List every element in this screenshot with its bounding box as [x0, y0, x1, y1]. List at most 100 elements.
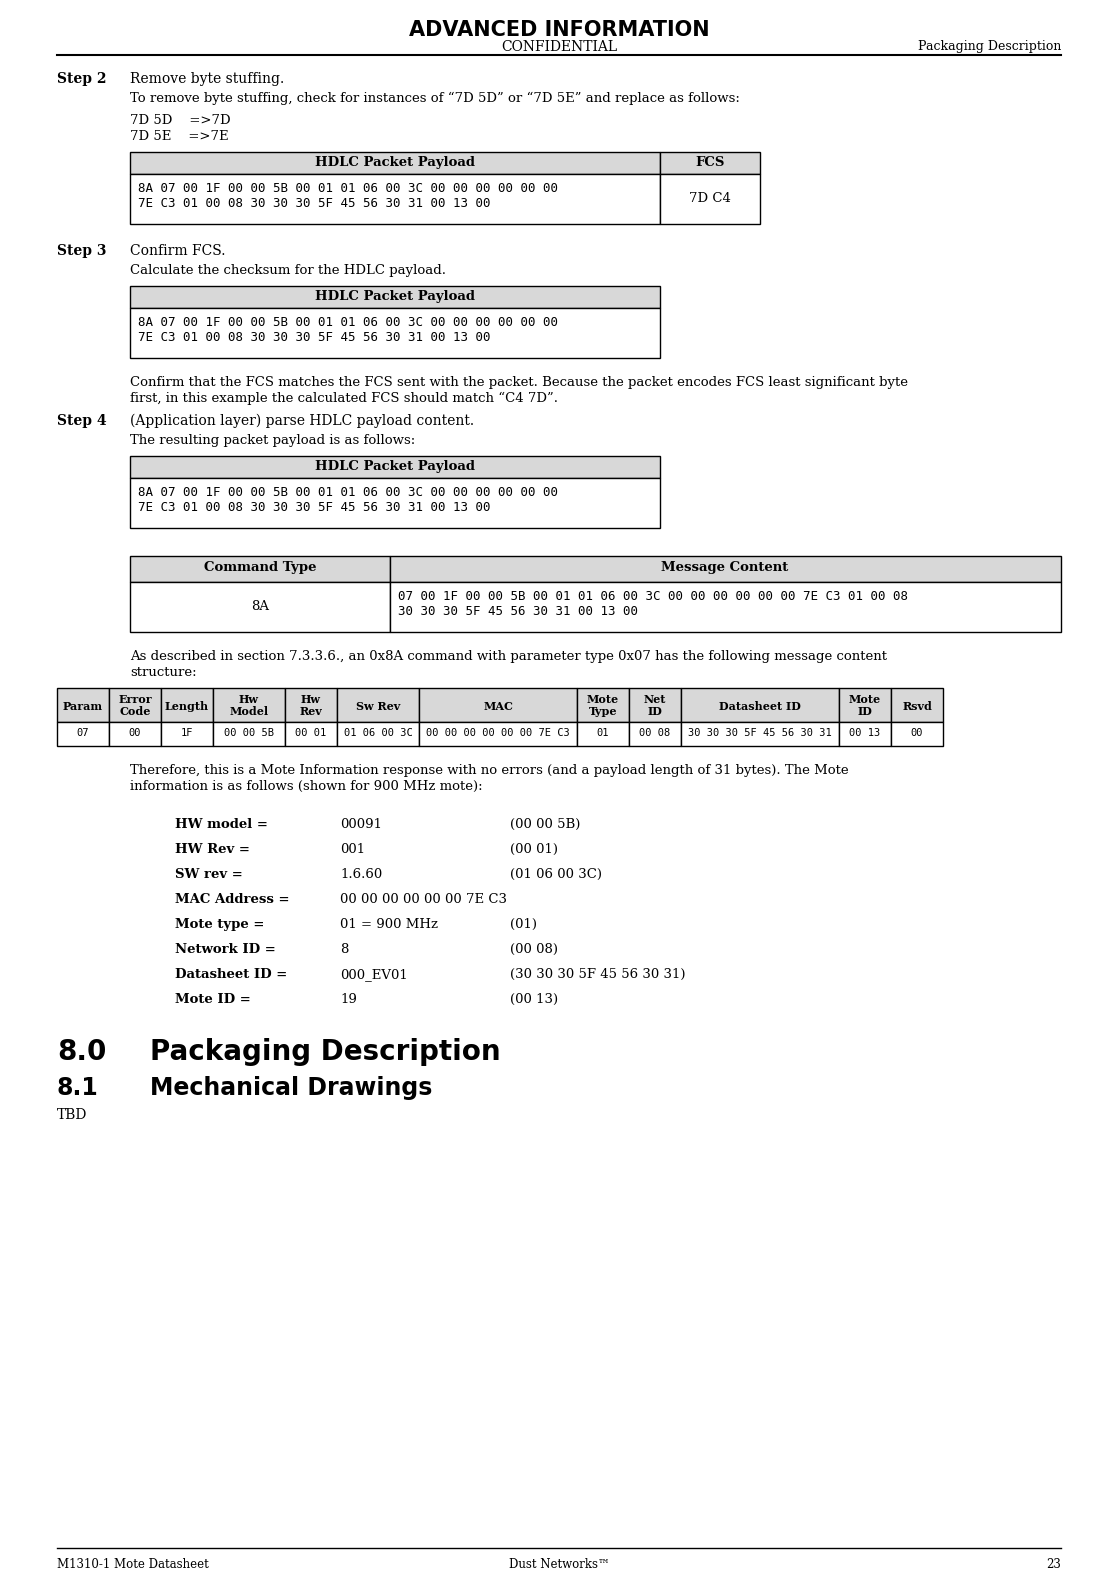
Bar: [681, 722, 838, 746]
Text: information is as follows (shown for 900 MHz mote):: information is as follows (shown for 900…: [130, 780, 483, 793]
Text: 1F: 1F: [181, 728, 193, 738]
Text: Calculate the checksum for the HDLC payload.: Calculate the checksum for the HDLC payl…: [130, 264, 446, 276]
Text: 00091: 00091: [340, 818, 382, 831]
Text: MAC: MAC: [483, 700, 513, 713]
Bar: [629, 722, 681, 746]
Bar: [130, 455, 660, 477]
Text: (01 06 00 3C): (01 06 00 3C): [510, 868, 601, 881]
Bar: [130, 286, 660, 308]
Text: Remove byte stuffing.: Remove byte stuffing.: [130, 72, 284, 86]
Text: Mote: Mote: [587, 694, 619, 705]
Bar: [891, 722, 942, 746]
Text: 00 08: 00 08: [639, 728, 671, 738]
Text: 07: 07: [77, 728, 89, 738]
Bar: [838, 722, 891, 746]
Text: 30 30 30 5F 45 56 30 31 00 13 00: 30 30 30 5F 45 56 30 31 00 13 00: [398, 604, 638, 619]
Text: structure:: structure:: [130, 666, 197, 678]
Text: The resulting packet payload is as follows:: The resulting packet payload is as follo…: [130, 433, 415, 447]
Text: 7E C3 01 00 08 30 30 30 5F 45 56 30 31 00 13 00: 7E C3 01 00 08 30 30 30 5F 45 56 30 31 0…: [138, 196, 491, 210]
Text: 001: 001: [340, 843, 366, 856]
Text: ID: ID: [647, 706, 663, 717]
Bar: [161, 722, 214, 746]
Bar: [57, 722, 108, 746]
Text: 07 00 1F 00 00 5B 00 01 01 06 00 3C 00 00 00 00 00 00 7E C3 01 00 08: 07 00 1F 00 00 5B 00 01 01 06 00 3C 00 0…: [398, 590, 908, 603]
Text: first, in this example the calculated FCS should match “C4 7D”.: first, in this example the calculated FC…: [130, 392, 558, 405]
Text: Net: Net: [644, 694, 666, 705]
Text: 7D 5E    =>7E: 7D 5E =>7E: [130, 130, 228, 143]
Bar: [285, 688, 337, 722]
Text: 01 = 900 MHz: 01 = 900 MHz: [340, 918, 438, 931]
Text: Sw Rev: Sw Rev: [356, 700, 400, 713]
Text: HDLC Packet Payload: HDLC Packet Payload: [315, 155, 475, 170]
Bar: [629, 688, 681, 722]
Text: Mote: Mote: [849, 694, 881, 705]
Bar: [108, 688, 161, 722]
Bar: [419, 722, 577, 746]
Text: 00: 00: [911, 728, 923, 738]
Text: 01: 01: [597, 728, 609, 738]
Text: Command Type: Command Type: [203, 560, 316, 575]
Text: Mote ID =: Mote ID =: [176, 992, 250, 1006]
Text: MAC Address =: MAC Address =: [176, 893, 290, 906]
Text: 01 06 00 3C: 01 06 00 3C: [343, 728, 413, 738]
Text: Message Content: Message Content: [662, 560, 788, 575]
Bar: [577, 722, 629, 746]
Text: HW model =: HW model =: [176, 818, 268, 831]
Text: 8A 07 00 1F 00 00 5B 00 01 01 06 00 3C 00 00 00 00 00 00: 8A 07 00 1F 00 00 5B 00 01 01 06 00 3C 0…: [138, 182, 558, 195]
Text: Confirm that the FCS matches the FCS sent with the packet. Because the packet en: Confirm that the FCS matches the FCS sen…: [130, 375, 908, 389]
Text: ADVANCED INFORMATION: ADVANCED INFORMATION: [409, 20, 709, 39]
Text: Hw: Hw: [239, 694, 259, 705]
Bar: [130, 174, 660, 225]
Bar: [681, 688, 838, 722]
Text: FCS: FCS: [695, 155, 724, 170]
Text: 19: 19: [340, 992, 357, 1006]
Text: CONFIDENTIAL: CONFIDENTIAL: [501, 39, 617, 53]
Text: Hw: Hw: [301, 694, 321, 705]
Text: 00 00 00 00 00 00 7E C3: 00 00 00 00 00 00 7E C3: [426, 728, 570, 738]
Text: 23: 23: [1046, 1557, 1061, 1570]
Bar: [130, 152, 660, 174]
Text: Datasheet ID: Datasheet ID: [719, 700, 800, 713]
Text: 7D C4: 7D C4: [689, 192, 731, 206]
Text: (Application layer) parse HDLC payload content.: (Application layer) parse HDLC payload c…: [130, 414, 474, 429]
Text: (01): (01): [510, 918, 537, 931]
Text: Packaging Description: Packaging Description: [918, 39, 1061, 53]
Text: 8.0: 8.0: [57, 1038, 106, 1066]
Text: Step 4: Step 4: [57, 414, 106, 429]
Bar: [130, 556, 390, 582]
Text: Confirm FCS.: Confirm FCS.: [130, 243, 226, 257]
Text: TBD: TBD: [57, 1108, 87, 1123]
Text: (00 01): (00 01): [510, 843, 558, 856]
Text: As described in section 7.3.3.6., an 0x8A command with parameter type 0x07 has t: As described in section 7.3.3.6., an 0x8…: [130, 650, 887, 663]
Bar: [285, 722, 337, 746]
Text: (30 30 30 5F 45 56 30 31): (30 30 30 5F 45 56 30 31): [510, 969, 685, 981]
Bar: [660, 174, 760, 225]
Text: 8.1: 8.1: [57, 1075, 98, 1101]
Text: SW rev =: SW rev =: [176, 868, 243, 881]
Text: Code: Code: [120, 706, 151, 717]
Text: 00: 00: [129, 728, 141, 738]
Text: (00 13): (00 13): [510, 992, 558, 1006]
Bar: [130, 308, 660, 358]
Text: 00 01: 00 01: [295, 728, 326, 738]
Bar: [419, 688, 577, 722]
Text: ID: ID: [858, 706, 872, 717]
Text: 8A: 8A: [252, 600, 269, 612]
Text: 7E C3 01 00 08 30 30 30 5F 45 56 30 31 00 13 00: 7E C3 01 00 08 30 30 30 5F 45 56 30 31 0…: [138, 501, 491, 513]
Text: Mote type =: Mote type =: [176, 918, 264, 931]
Text: HDLC Packet Payload: HDLC Packet Payload: [315, 290, 475, 303]
Bar: [337, 722, 419, 746]
Text: 8: 8: [340, 944, 349, 956]
Text: Rsvd: Rsvd: [902, 700, 932, 713]
Bar: [130, 582, 390, 633]
Text: 8A 07 00 1F 00 00 5B 00 01 01 06 00 3C 00 00 00 00 00 00: 8A 07 00 1F 00 00 5B 00 01 01 06 00 3C 0…: [138, 487, 558, 499]
Bar: [390, 582, 1061, 633]
Text: Length: Length: [165, 700, 209, 713]
Bar: [577, 688, 629, 722]
Bar: [214, 688, 285, 722]
Bar: [214, 722, 285, 746]
Text: Therefore, this is a Mote Information response with no errors (and a payload len: Therefore, this is a Mote Information re…: [130, 765, 849, 777]
Text: Packaging Description: Packaging Description: [150, 1038, 501, 1066]
Text: Mechanical Drawings: Mechanical Drawings: [150, 1075, 433, 1101]
Bar: [161, 688, 214, 722]
